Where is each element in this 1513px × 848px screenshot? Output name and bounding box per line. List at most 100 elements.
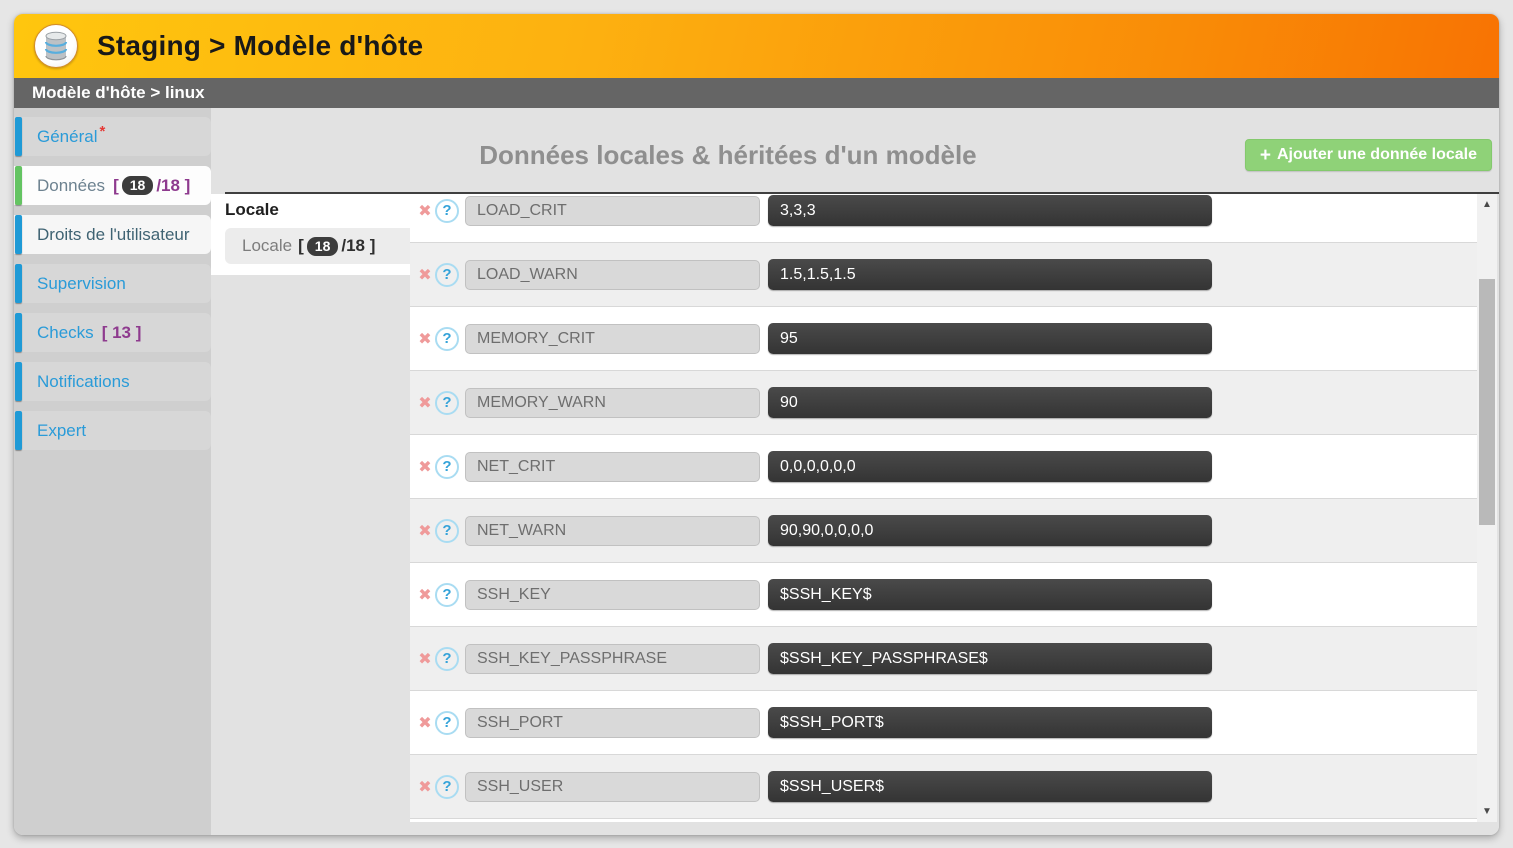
app-logo	[34, 24, 78, 68]
help-icon[interactable]: ?	[435, 582, 459, 607]
data-name-field[interactable]	[465, 771, 760, 802]
table-row: ✖ ?	[410, 499, 1477, 563]
tab-indicator	[15, 362, 22, 401]
delete-icon[interactable]: ✖	[418, 522, 432, 540]
locale-tab-label: Locale	[242, 236, 293, 255]
sidebar-item-label: Expert	[37, 420, 87, 440]
data-name-field[interactable]	[465, 451, 760, 482]
sidebar-item-label: Supervision	[37, 273, 126, 293]
sidebar-item-expert[interactable]: Expert	[14, 411, 211, 450]
data-value-field[interactable]	[768, 323, 1212, 354]
table-row: ✖ ?	[410, 563, 1477, 627]
data-name-field[interactable]	[465, 323, 760, 354]
table-row-partial	[410, 819, 1477, 822]
locale-panel: Locale Locale [ 18 /18 ]	[211, 194, 410, 275]
page-title: Staging > Modèle d'hôte	[97, 30, 424, 61]
sidebar-item-droits-utilisateur[interactable]: Droits de l'utilisateur	[14, 215, 211, 254]
data-name-field[interactable]	[465, 387, 760, 418]
table-row: ✖ ?	[410, 371, 1477, 435]
help-icon[interactable]: ?	[435, 262, 459, 287]
required-marker: *	[99, 123, 106, 140]
help-icon[interactable]: ?	[435, 774, 459, 799]
sidebar-item-supervision[interactable]: Supervision	[14, 264, 211, 303]
add-local-data-button[interactable]: + Ajouter une donnée locale	[1244, 139, 1492, 171]
table-row: ✖ ?	[410, 755, 1477, 819]
data-value-field[interactable]	[768, 771, 1212, 802]
help-icon[interactable]: ?	[435, 518, 459, 543]
count-badge: 18	[121, 176, 154, 195]
main-header: Données locales & héritées d'un modèle +…	[211, 134, 1499, 176]
sidebar-item-label: Droits de l'utilisateur	[37, 224, 190, 244]
sidebar: Général * Données [ 18 /18 ] Droits de l…	[14, 108, 211, 835]
sidebar-item-general[interactable]: Général *	[14, 117, 211, 156]
locale-group-title: Locale	[225, 200, 279, 219]
tab-indicator	[15, 313, 22, 352]
delete-icon[interactable]: ✖	[418, 330, 432, 348]
delete-icon[interactable]: ✖	[418, 778, 432, 796]
breadcrumb: Modèle d'hôte > linux	[14, 78, 1499, 108]
help-icon[interactable]: ?	[435, 710, 459, 735]
data-name-field[interactable]	[465, 579, 760, 610]
tab-indicator	[15, 411, 22, 450]
tab-indicator	[15, 166, 22, 205]
delete-icon[interactable]: ✖	[418, 714, 432, 732]
data-rows: ✖ ? ✖ ? ✖ ?	[410, 194, 1477, 822]
data-value-field[interactable]	[768, 387, 1212, 418]
delete-icon[interactable]: ✖	[418, 202, 432, 220]
table-row: ✖ ?	[410, 243, 1477, 307]
data-name-field[interactable]	[465, 707, 760, 738]
delete-icon[interactable]: ✖	[418, 458, 432, 476]
table-row: ✖ ?	[410, 194, 1477, 243]
count-bracket: [ 13 ]	[101, 322, 142, 342]
data-value-field[interactable]	[768, 707, 1212, 738]
help-icon[interactable]: ?	[435, 390, 459, 415]
data-value-field[interactable]	[768, 195, 1212, 226]
count-badge: 18	[306, 236, 339, 256]
locale-tab[interactable]: Locale [ 18 /18 ]	[225, 228, 410, 264]
data-value-field[interactable]	[768, 259, 1212, 290]
table-row: ✖ ?	[410, 627, 1477, 691]
data-value-field[interactable]	[768, 643, 1212, 674]
table-row: ✖ ?	[410, 435, 1477, 499]
scrollbar-thumb[interactable]	[1479, 279, 1495, 525]
main-panel: Données locales & héritées d'un modèle +…	[211, 108, 1499, 835]
data-name-field[interactable]	[465, 195, 760, 226]
app-header: Staging > Modèle d'hôte	[14, 14, 1499, 78]
data-value-field[interactable]	[768, 579, 1212, 610]
delete-icon[interactable]: ✖	[418, 394, 432, 412]
data-value-field[interactable]	[768, 515, 1212, 546]
sidebar-item-label: Notifications	[37, 371, 130, 391]
add-button-label: Ajouter une donnée locale	[1276, 146, 1477, 163]
sidebar-item-label: Données	[37, 175, 106, 195]
data-list: ✖ ? ✖ ? ✖ ?	[410, 194, 1477, 822]
sidebar-item-notifications[interactable]: Notifications	[14, 362, 211, 401]
count-bracket-close: /18 ]	[156, 175, 191, 195]
delete-icon[interactable]: ✖	[418, 266, 432, 284]
help-icon[interactable]: ?	[435, 646, 459, 671]
section-title: Données locales & héritées d'un modèle	[479, 139, 977, 170]
help-icon[interactable]: ?	[435, 326, 459, 351]
tab-indicator	[15, 264, 22, 303]
delete-icon[interactable]: ✖	[418, 586, 432, 604]
data-name-field[interactable]	[465, 259, 760, 290]
sidebar-item-donnees[interactable]: Données [ 18 /18 ]	[14, 166, 211, 205]
scroll-down-icon[interactable]: ▼	[1482, 806, 1492, 817]
data-name-field[interactable]	[465, 643, 760, 674]
count-bracket-open: [	[113, 175, 119, 195]
sidebar-item-checks[interactable]: Checks [ 13 ]	[14, 313, 211, 352]
scroll-up-icon[interactable]: ▲	[1482, 199, 1492, 210]
sidebar-item-label: Checks	[37, 322, 94, 342]
tab-indicator	[15, 215, 22, 254]
scrollbar[interactable]: ▲ ▼	[1477, 194, 1497, 822]
help-icon[interactable]: ?	[435, 198, 459, 223]
delete-icon[interactable]: ✖	[418, 650, 432, 668]
breadcrumb-text: Modèle d'hôte > linux	[32, 83, 205, 102]
count-bracket-open: [	[298, 236, 304, 255]
help-icon[interactable]: ?	[435, 454, 459, 479]
panel-divider	[225, 192, 1499, 194]
data-value-field[interactable]	[768, 451, 1212, 482]
app-window: Staging > Modèle d'hôte Modèle d'hôte > …	[14, 14, 1499, 835]
data-name-field[interactable]	[465, 515, 760, 546]
sidebar-item-label: Général	[37, 126, 98, 146]
table-row: ✖ ?	[410, 691, 1477, 755]
